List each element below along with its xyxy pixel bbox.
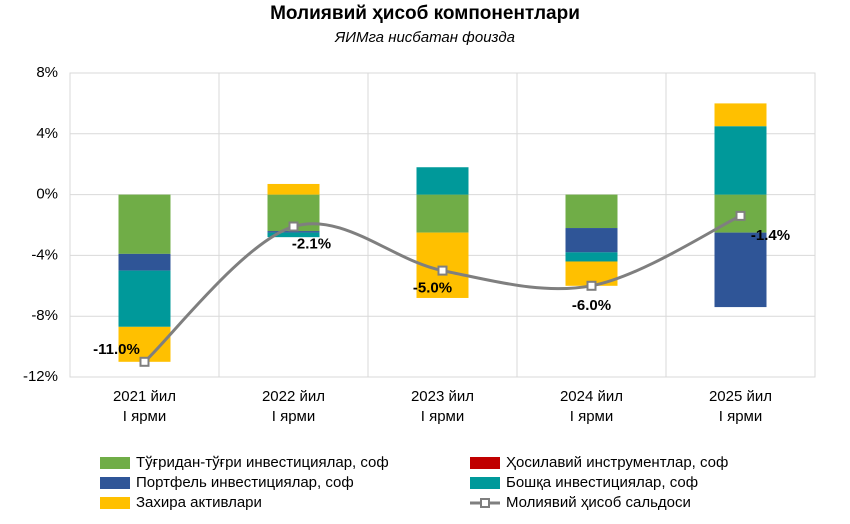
y-tick-label: -8% bbox=[31, 307, 58, 324]
bar-segment bbox=[714, 103, 767, 127]
x-tick-label: 2022 йил bbox=[262, 388, 325, 405]
x-tick-label: 2023 йил bbox=[411, 388, 474, 405]
y-tick-label: -4% bbox=[31, 246, 58, 263]
bar-segment bbox=[714, 126, 767, 195]
line-marker bbox=[586, 280, 597, 291]
bar-segment bbox=[416, 194, 469, 233]
data-label: -2.1% bbox=[292, 235, 331, 252]
data-label: -1.4% bbox=[751, 227, 790, 244]
x-tick-label: I ярми bbox=[570, 408, 614, 425]
data-label: -11.0% bbox=[93, 341, 140, 358]
legend-label: Тўғридан-тўғри инвестициялар, соф bbox=[136, 454, 389, 471]
y-tick-label: 8% bbox=[36, 64, 58, 81]
bar-segment bbox=[565, 228, 618, 253]
bar-segment bbox=[118, 194, 171, 254]
legend-label: Портфель инвестициялар, соф bbox=[136, 474, 354, 491]
x-tick-label: 2025 йил bbox=[709, 388, 772, 405]
bar-segment bbox=[118, 270, 171, 327]
legend-label: Молиявий ҳисоб сальдоси bbox=[506, 494, 691, 511]
bar-segment bbox=[267, 231, 320, 233]
bar-segment bbox=[714, 232, 767, 308]
x-tick-label: I ярми bbox=[421, 408, 465, 425]
y-tick-label: 0% bbox=[36, 186, 58, 203]
bar-segment bbox=[118, 253, 171, 271]
y-tick-label: -12% bbox=[23, 368, 58, 385]
chart-subtitle: ЯИМга нисбатан фоизда bbox=[334, 29, 515, 46]
balance-line bbox=[143, 214, 742, 363]
legend-swatch bbox=[100, 497, 130, 509]
x-tick-label: I ярми bbox=[123, 408, 167, 425]
x-tick-label: 2024 йил bbox=[560, 388, 623, 405]
legend-label: Ҳосилавий инструментлар, соф bbox=[506, 454, 728, 471]
bar-segment bbox=[565, 194, 618, 229]
y-tick-label: 4% bbox=[36, 125, 58, 142]
data-label: -5.0% bbox=[413, 280, 452, 297]
chart-title: Молиявий ҳисоб компонентлари bbox=[270, 3, 580, 24]
x-tick-label: I ярми bbox=[719, 408, 763, 425]
legend-swatch bbox=[100, 457, 130, 469]
bar-segment bbox=[267, 183, 320, 195]
bar-segment bbox=[416, 167, 469, 195]
legend-swatch bbox=[470, 457, 500, 469]
x-tick-label: I ярми bbox=[272, 408, 316, 425]
line-marker bbox=[735, 210, 746, 221]
legend-marker bbox=[480, 498, 490, 508]
bar-segment bbox=[565, 252, 618, 262]
data-label: -6.0% bbox=[572, 297, 611, 314]
legend-swatch bbox=[100, 477, 130, 489]
line-marker bbox=[288, 221, 299, 232]
legend-label: Захира активлари bbox=[136, 494, 262, 511]
line-marker bbox=[437, 265, 448, 276]
legend-swatch bbox=[470, 477, 500, 489]
line-marker bbox=[139, 356, 150, 367]
legend-label: Бошқа инвестициялар, соф bbox=[506, 474, 698, 491]
bar-segment bbox=[267, 232, 320, 238]
x-tick-label: 2021 йил bbox=[113, 388, 176, 405]
